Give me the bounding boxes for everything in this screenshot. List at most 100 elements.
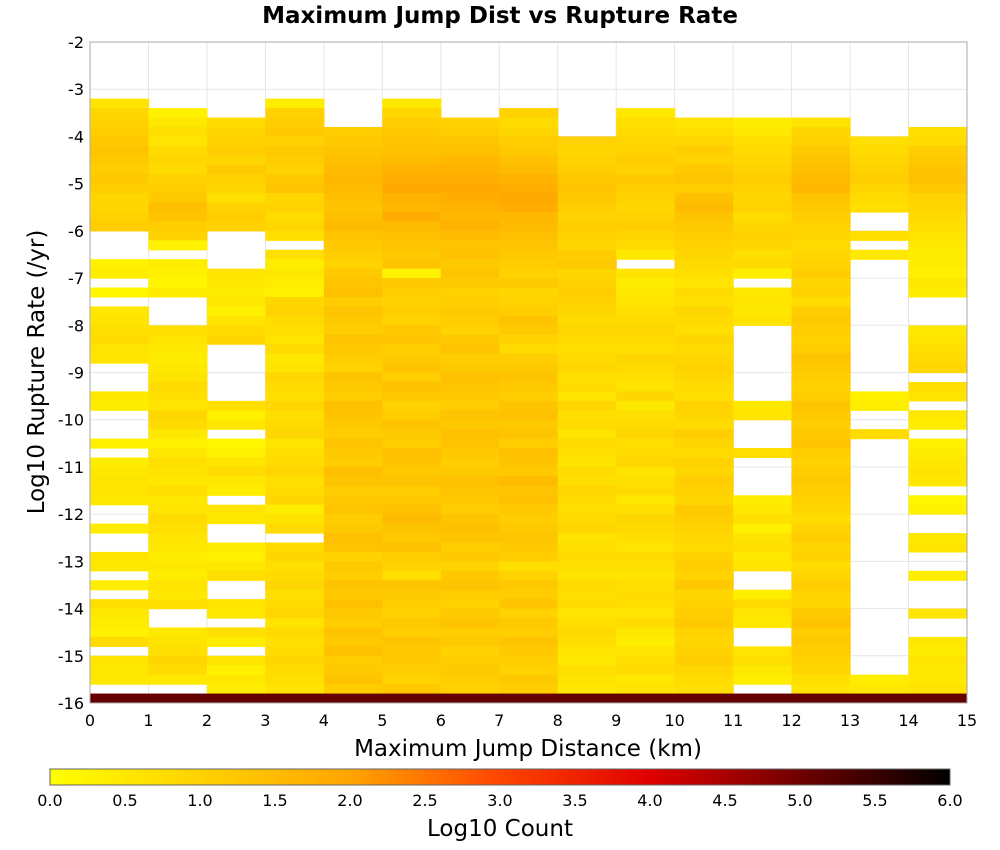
heatmap-cell	[499, 410, 559, 421]
heatmap-cell	[616, 306, 676, 317]
heatmap-cell	[148, 344, 208, 355]
heatmap-cell	[557, 268, 617, 279]
heatmap-cell	[791, 589, 851, 600]
heatmap-cell	[557, 448, 617, 459]
heatmap-cell	[733, 306, 793, 317]
heatmap-cell	[791, 372, 851, 383]
heatmap-cell	[791, 599, 851, 610]
chart-title: Maximum Jump Dist vs Rupture Rate	[262, 3, 738, 29]
heatmap-cell	[908, 136, 968, 147]
heatmap-cell	[148, 665, 208, 676]
heatmap-cell	[206, 117, 266, 128]
colorbar-tick-label: 4.5	[712, 791, 737, 810]
heatmap-cell	[791, 278, 851, 289]
heatmap-cell	[616, 646, 676, 657]
heatmap-cell	[499, 570, 559, 581]
heatmap-cell	[557, 381, 617, 392]
heatmap-cell	[148, 126, 208, 138]
heatmap-cell	[440, 155, 500, 166]
heatmap-cell	[557, 457, 617, 468]
heatmap-cell	[440, 599, 500, 610]
heatmap-cell	[323, 325, 383, 336]
heatmap-cell	[148, 268, 208, 279]
heatmap-cell	[908, 211, 968, 223]
heatmap-cell	[323, 183, 383, 194]
heatmap-cell	[557, 325, 617, 336]
heatmap-cell	[674, 504, 734, 515]
y-tick-label: -5	[68, 175, 84, 194]
heatmap-cell	[791, 164, 851, 175]
heatmap-cell	[440, 259, 500, 270]
heatmap-cell	[499, 523, 559, 534]
heatmap-cell	[440, 334, 500, 345]
heatmap-cell	[733, 523, 793, 534]
heatmap-cell	[674, 608, 734, 619]
heatmap-cell	[616, 108, 676, 119]
y-tick-label: -8	[68, 316, 84, 335]
heatmap-cell	[616, 542, 676, 553]
heatmap-cell	[499, 259, 559, 270]
heatmap-cell	[674, 448, 734, 459]
heatmap-cell	[791, 419, 851, 430]
heatmap-cell	[733, 551, 793, 562]
heatmap-cell	[499, 589, 559, 600]
heatmap-cell	[382, 608, 442, 619]
heatmap-cell	[90, 466, 150, 477]
heatmap-cell	[90, 438, 150, 449]
heatmap-cell	[557, 684, 617, 695]
heatmap-cell	[674, 278, 734, 289]
heatmap-cell	[440, 221, 500, 232]
heatmap-cell	[323, 353, 383, 364]
heatmap-cell	[674, 183, 734, 194]
heatmap-cell	[382, 448, 442, 459]
heatmap-cell	[908, 334, 968, 345]
heatmap-cell	[908, 466, 968, 477]
heatmap-cell	[323, 400, 383, 411]
heatmap-cell	[382, 117, 442, 128]
heatmap-cell	[148, 108, 208, 119]
heatmap-cell	[616, 315, 676, 326]
heatmap-cell	[148, 400, 208, 411]
heatmap-cell	[557, 155, 617, 166]
heatmap-cell	[557, 570, 617, 581]
heatmap-cell	[908, 495, 968, 506]
x-tick-label: 8	[553, 711, 563, 730]
heatmap-cell	[499, 363, 559, 374]
heatmap-cell	[206, 504, 266, 515]
heatmap-cell	[148, 429, 208, 440]
heatmap-cell	[499, 533, 559, 544]
heatmap-cell	[265, 315, 325, 326]
heatmap-cell	[791, 655, 851, 666]
heatmap-cell	[499, 202, 559, 213]
heatmap-cell	[791, 287, 851, 298]
heatmap-cell	[265, 646, 325, 657]
heatmap-cell	[90, 580, 150, 591]
heatmap-cell	[499, 551, 559, 562]
y-tick-label: -15	[58, 647, 84, 666]
heatmap-cell	[791, 193, 851, 204]
heatmap-cell	[791, 230, 851, 241]
heatmap-cell	[440, 438, 500, 449]
heatmap-cell	[733, 665, 793, 676]
heatmap-cell	[440, 287, 500, 298]
heatmap-cell	[674, 325, 734, 336]
heatmap-cell	[323, 268, 383, 279]
heatmap-cell	[440, 136, 500, 147]
heatmap-cell	[323, 485, 383, 496]
heatmap-cell	[791, 117, 851, 128]
heatmap-cell	[908, 249, 968, 260]
heatmap-cell	[265, 410, 325, 421]
heatmap-cell	[499, 117, 559, 128]
heatmap-cell	[90, 353, 150, 364]
heatmap-cell	[850, 684, 910, 695]
heatmap-cell	[733, 174, 793, 185]
heatmap-cell	[148, 211, 208, 223]
heatmap-cell	[382, 278, 442, 289]
heatmap-cell	[265, 268, 325, 279]
heatmap-cell	[148, 438, 208, 449]
heatmap-cell	[908, 504, 968, 515]
heatmap-cell	[499, 136, 559, 147]
heatmap-cell	[557, 259, 617, 270]
heatmap-cell	[206, 174, 266, 185]
heatmap-cell	[850, 249, 910, 260]
